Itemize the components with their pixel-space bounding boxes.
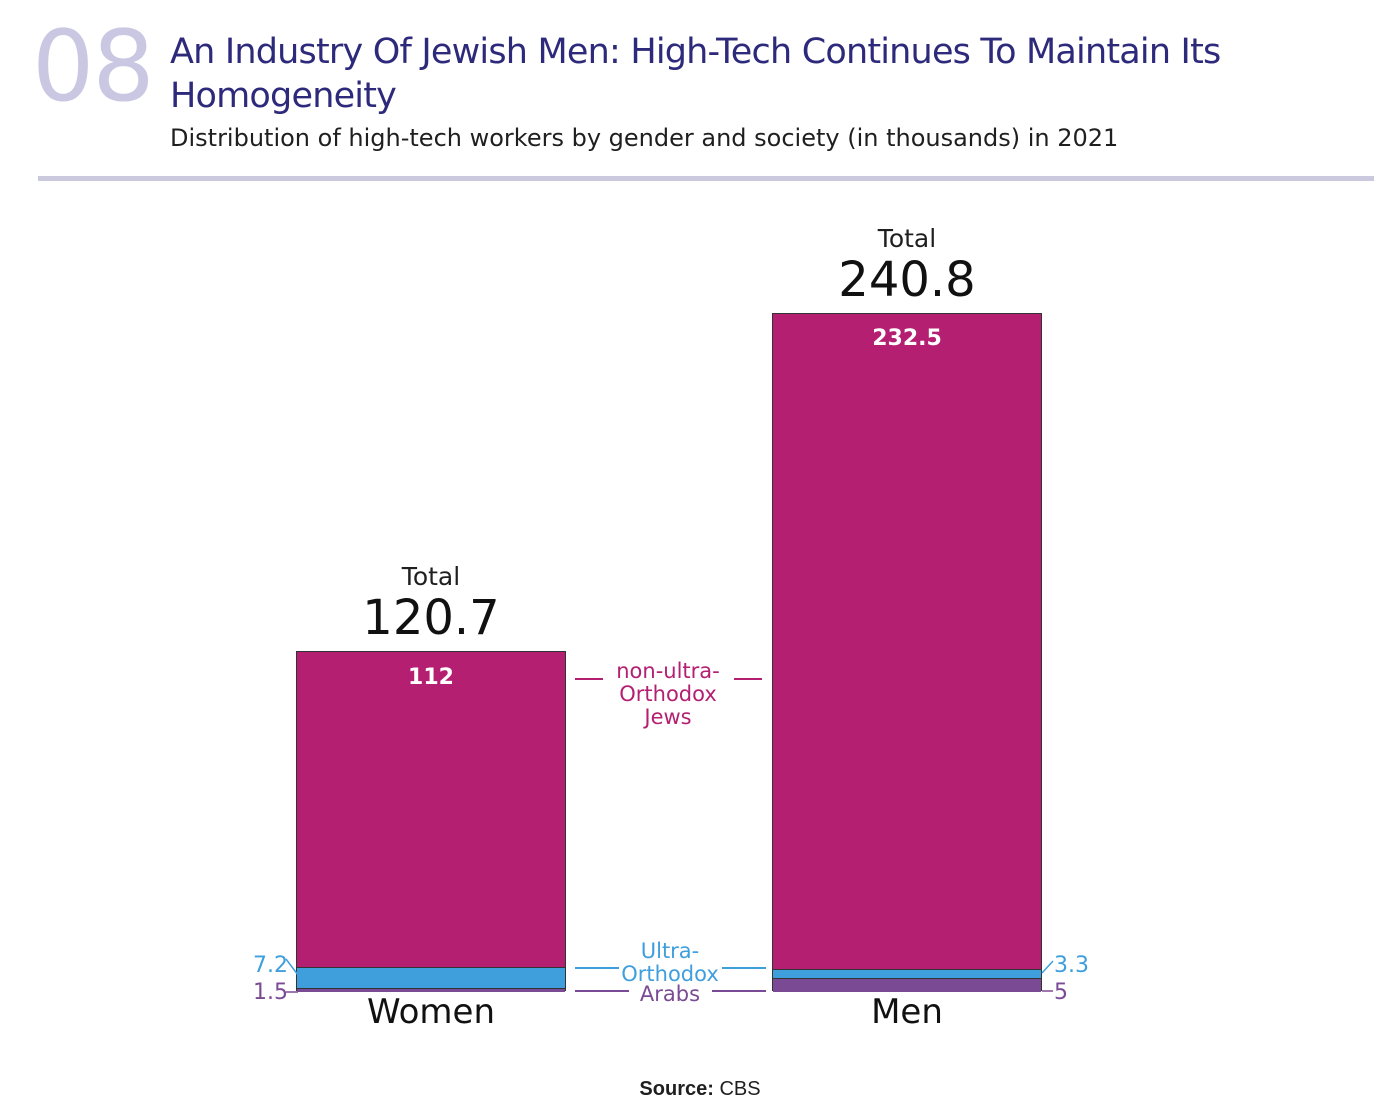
legend-non-ultra-orthodox-line1: non-ultra- [616,659,720,683]
legend-leader-left-ultra-orthodox [575,967,619,969]
women-small-leaders [285,958,299,993]
women-total-value: 120.7 [362,590,500,646]
legend-leader-left-arabs [575,990,629,992]
legend-ultra-orthodox-line2: Orthodox [621,962,719,986]
men-small-leaders [1041,960,1054,992]
legend-arabs: Arabs [600,983,740,1006]
header-divider [38,176,1374,181]
men-total-label: Total [877,224,937,253]
women-category-label: Women [366,992,495,1032]
men-total-value: 240.8 [838,252,976,308]
legend-non-ultra-orthodox: non-ultra- Orthodox Jews [598,660,738,729]
women-segment-ultra-orthodox [297,967,565,988]
legend-leader-left-non-ultra-orthodox [575,678,603,680]
legend-leader-right-ultra-orthodox [722,967,766,969]
women-non-ultra-orthodox-value: 112 [408,665,454,690]
men-non-ultra-orthodox-value: 232.5 [872,326,942,351]
chart-subtitle: Distribution of high-tech workers by gen… [170,124,1119,152]
legend-ultra-orthodox: Ultra- Orthodox [600,940,740,986]
source-note: Source: CBS [0,1078,1400,1101]
men-segment-non-ultra-orthodox [773,314,1041,969]
legend-leader-right-arabs [712,990,766,992]
women-segment-arabs [297,987,565,992]
women-arabs-value: 1.5 [253,980,288,1005]
men-segment-arabs [773,977,1041,992]
men-category-label: Men [871,992,943,1032]
source-value: CBS [719,1078,761,1100]
men-ultra-orthodox-leader [1041,960,1054,974]
legend-non-ultra-orthodox-line3: Jews [644,705,692,729]
men-arabs-value: 5 [1054,980,1068,1005]
women-segment-non-ultra-orthodox [297,652,565,968]
women-ultra-orthodox-leader [285,958,299,976]
legend-leader-right-non-ultra-orthodox [734,678,762,680]
legend-arabs-line1: Arabs [639,982,701,1006]
men-ultra-orthodox-value: 3.3 [1054,953,1089,978]
women-total-label: Total [401,562,461,591]
men-bar [772,313,1042,992]
women-ultra-orthodox-value: 7.2 [253,953,288,978]
source-label: Source: [639,1078,714,1100]
legend-ultra-orthodox-line1: Ultra- [640,939,700,963]
men-segment-ultra-orthodox [773,968,1041,978]
women-bar [296,651,566,992]
chart-title: An Industry Of Jewish Men: High-Tech Con… [170,32,1221,116]
chart-number: 08 [32,10,155,124]
legend-non-ultra-orthodox-line2: Orthodox [619,682,717,706]
